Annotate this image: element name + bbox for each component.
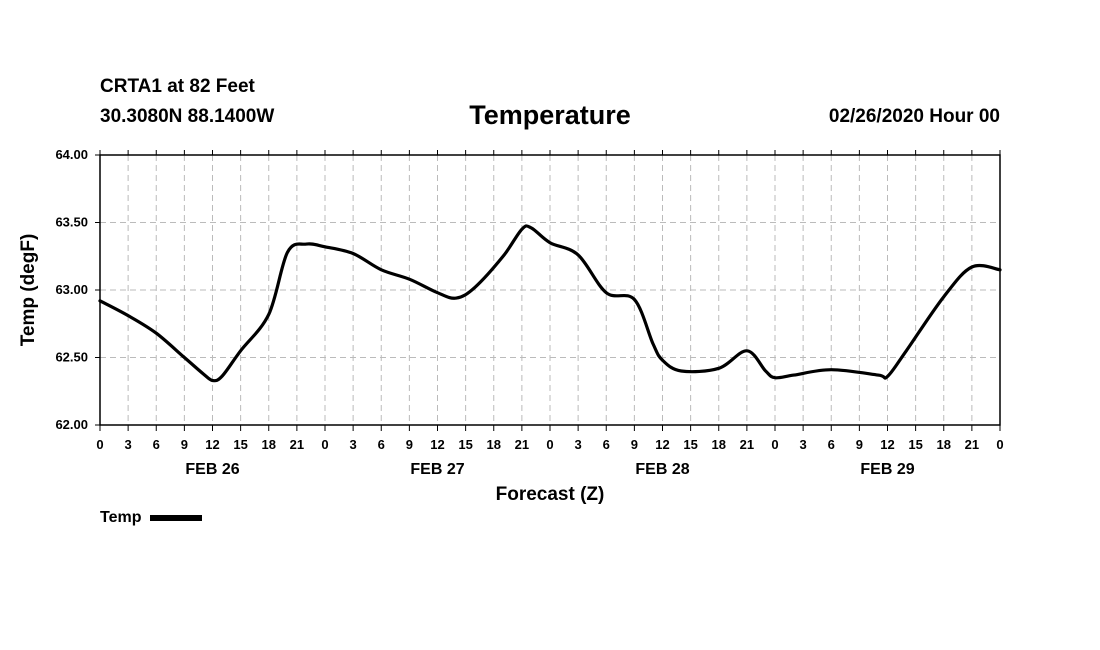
x-tick-label: 18 [937, 437, 951, 452]
x-tick-label: 9 [406, 437, 413, 452]
y-axis-label: Temp (degF) [18, 234, 39, 347]
y-tick-label: 63.50 [55, 215, 88, 230]
date-labels: FEB 26 FEB 27 FEB 28 FEB 29 [185, 461, 914, 478]
legend-swatch-temp [150, 515, 203, 521]
x-tick-label: 12 [880, 437, 894, 452]
x-tick-label: 0 [96, 437, 103, 452]
legend: Temp [100, 509, 203, 527]
x-tick-label: 21 [515, 437, 529, 452]
x-tick-label: 6 [603, 437, 610, 452]
x-tick-labels: 0 3 6 9 12 15 18 21 0 3 6 9 12 15 18 21 0 3 6 9 12 15 18 21 0 3 6 9… [96, 437, 1003, 452]
x-tick-label: 18 [262, 437, 276, 452]
x-tick-label: 21 [740, 437, 754, 452]
x-tick-label: 12 [205, 437, 219, 452]
x-tick-label: 6 [378, 437, 385, 452]
chart-title: Temperature [469, 100, 631, 130]
x-tick-label: 15 [683, 437, 697, 452]
x-tick-label: 0 [546, 437, 553, 452]
y-tick-label: 63.00 [55, 282, 88, 297]
x-tick-label: 0 [771, 437, 778, 452]
x-tick-label: 3 [125, 437, 132, 452]
plot-frame [99, 154, 1001, 426]
x-tick-label: 9 [181, 437, 188, 452]
x-tick-label: 15 [458, 437, 472, 452]
x-tick-label: 18 [487, 437, 501, 452]
x-tick-label: 3 [350, 437, 357, 452]
x-tick-label: 18 [712, 437, 726, 452]
y-tick-labels: 64.00 63.50 63.00 62.50 62.00 [55, 147, 88, 432]
legend-label-temp: Temp [100, 509, 142, 526]
grid [100, 155, 1000, 425]
date-label: FEB 26 [185, 461, 239, 478]
x-tick-label: 6 [153, 437, 160, 452]
y-tick-label: 62.00 [55, 417, 88, 432]
forecast-datetime: 02/26/2020 Hour 00 [828, 106, 1000, 127]
x-tick-label: 9 [631, 437, 638, 452]
y-tick-label: 62.50 [55, 350, 88, 365]
x-tick-label: 15 [233, 437, 247, 452]
date-label: FEB 28 [635, 461, 689, 478]
axis-ticks [95, 150, 1001, 431]
date-label: FEB 27 [410, 461, 464, 478]
y-tick-label: 64.00 [55, 147, 88, 162]
x-tick-label: 21 [290, 437, 304, 452]
station-label: CRTA1 at 82 Feet [100, 76, 255, 97]
x-tick-label: 12 [655, 437, 669, 452]
x-tick-label: 12 [430, 437, 444, 452]
date-label: FEB 29 [860, 461, 914, 478]
x-tick-label: 9 [856, 437, 863, 452]
x-tick-label: 6 [828, 437, 835, 452]
x-tick-label: 21 [965, 437, 979, 452]
x-tick-label: 3 [575, 437, 582, 452]
x-tick-label: 0 [996, 437, 1003, 452]
x-axis-label: Forecast (Z) [496, 484, 605, 505]
x-tick-label: 15 [908, 437, 922, 452]
x-tick-label: 0 [321, 437, 328, 452]
station-coordinates: 30.3080N 88.1400W [100, 106, 275, 127]
x-tick-label: 3 [800, 437, 807, 452]
temp-series-line [98, 224, 1002, 383]
